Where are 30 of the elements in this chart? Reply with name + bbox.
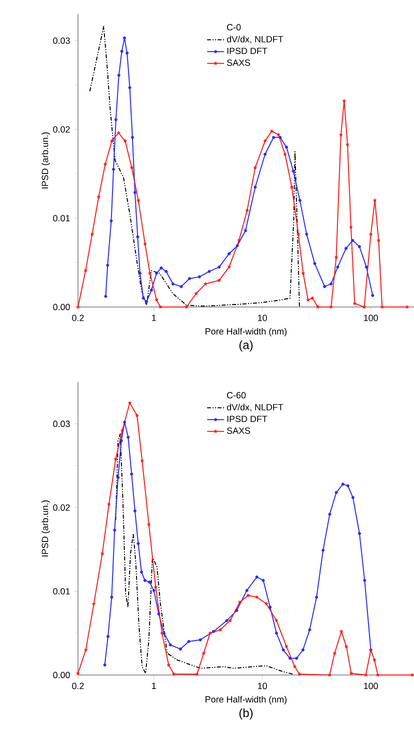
x-tick-label: 0.2 bbox=[72, 314, 84, 322]
x-tick-label: 10 bbox=[258, 682, 267, 690]
legend-label: SAXS bbox=[227, 427, 250, 434]
legend-label: dV/dx, NLDFT bbox=[226, 36, 284, 44]
y-tick-label: 0.03 bbox=[53, 37, 70, 44]
y-tick-label: 0.03 bbox=[53, 420, 70, 428]
text: (b) bbox=[239, 708, 253, 720]
x-tick-label: 1 bbox=[152, 314, 156, 321]
x-axis-title: Pore Half-width (nm) bbox=[206, 696, 287, 704]
y-tick-label: 0.01 bbox=[53, 215, 70, 222]
x-tick-label: 1 bbox=[152, 682, 156, 689]
y-tick-label: 0.00 bbox=[53, 304, 70, 310]
y-tick-label: 0.01 bbox=[53, 588, 70, 594]
legend-label: IPSD DFT bbox=[227, 416, 268, 422]
x-tick-label: 10 bbox=[258, 314, 267, 322]
legend-title: C-0 bbox=[227, 24, 241, 30]
y-tick-label: 0.02 bbox=[53, 126, 70, 133]
y-axis-title: IPSD (arb.un.) bbox=[42, 500, 50, 556]
y-tick-label: 0.02 bbox=[53, 504, 70, 511]
text: (a) bbox=[239, 340, 253, 352]
x-tick-label: 100 bbox=[364, 682, 378, 690]
legend-label: dV/dx, NLDFT bbox=[226, 404, 284, 412]
y-tick-label: 0.00 bbox=[53, 672, 70, 678]
legend-title: C-60 bbox=[227, 392, 246, 398]
legend-label: SAXS bbox=[227, 59, 250, 66]
x-axis-title: Pore Half-width (nm) bbox=[206, 328, 287, 336]
x-tick-label: 100 bbox=[364, 314, 378, 322]
legend-label: IPSD DFT bbox=[227, 48, 268, 54]
y-axis-title: IPSD (arb.un.) bbox=[42, 132, 50, 188]
x-tick-label: 0.2 bbox=[72, 682, 84, 690]
